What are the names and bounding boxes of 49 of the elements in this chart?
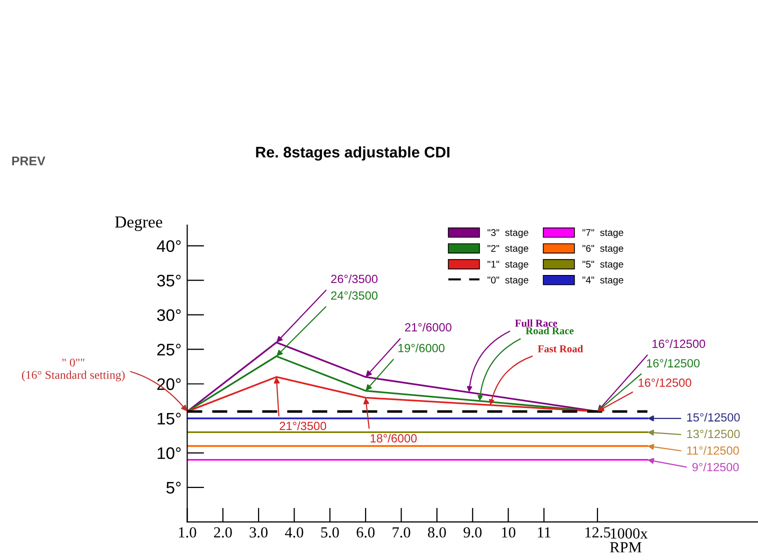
y-tick-label: 10° bbox=[158, 447, 181, 460]
annotation: Fast Road bbox=[538, 344, 583, 352]
y-axis-title: Degree bbox=[115, 216, 162, 232]
annotation: " 0"" (16° Standard setting) bbox=[22, 358, 125, 382]
y-tick-label: 40° bbox=[156, 240, 181, 252]
annotation: Road Race bbox=[526, 326, 574, 334]
legend-label: "3" stage bbox=[488, 229, 528, 238]
x-tick-label: 8.0 bbox=[428, 527, 446, 538]
x-tick-label: 7.0 bbox=[392, 527, 410, 538]
annotation: 19°/6000 bbox=[398, 344, 444, 352]
legend-label: "7" stage bbox=[582, 229, 624, 238]
x-tick-label: 9.0 bbox=[464, 527, 482, 538]
x-tick-label: 1.0 bbox=[179, 527, 196, 538]
annotation: 16°/12500 bbox=[646, 358, 700, 368]
chart-title: Re. 8stages adjustable CDI bbox=[256, 146, 450, 161]
annotation: 21°/3500 bbox=[280, 421, 326, 430]
x-tick-label: 4.0 bbox=[284, 527, 304, 538]
x-tick-label: 5.0 bbox=[321, 527, 339, 538]
annotation: Full Race bbox=[515, 319, 558, 327]
legend-label: "5" stage bbox=[582, 260, 624, 270]
y-tick-label: 15° bbox=[158, 412, 181, 425]
legend-label: "6" stage bbox=[582, 244, 624, 254]
annotation: 15°/12500 bbox=[687, 412, 740, 422]
x-tick-label: 2.0 bbox=[214, 527, 232, 538]
annotation: 16°/12500 bbox=[638, 378, 692, 387]
annotation: 24°/3500 bbox=[331, 291, 378, 300]
legend-label: "4" stage bbox=[582, 276, 624, 286]
annotation: 21°/6000 bbox=[405, 322, 452, 332]
y-tick-label: 20° bbox=[157, 378, 181, 390]
y-tick-label: 35° bbox=[157, 274, 181, 287]
legend-label: "2" stage bbox=[488, 244, 528, 254]
legend-label: "0" stage bbox=[488, 276, 528, 286]
text: PREV bbox=[12, 156, 46, 166]
annotation: 11°/12500 bbox=[687, 446, 739, 455]
y-tick-label: 5° bbox=[166, 482, 181, 494]
annotation: 26°/3500 bbox=[331, 274, 378, 284]
x-tick-label: 10 bbox=[502, 527, 516, 538]
legend-label: "1" stage bbox=[488, 260, 528, 270]
annotation: 13°/12500 bbox=[687, 429, 740, 438]
x-tick-label: 12.5 bbox=[585, 527, 610, 538]
annotation: 9°/12500 bbox=[692, 462, 739, 472]
y-tick-label: 30° bbox=[157, 309, 181, 322]
x-tick-label: 11 bbox=[538, 527, 550, 538]
annotation: 16°/12500 bbox=[652, 339, 706, 348]
x-tick-label: 3.0 bbox=[250, 527, 268, 538]
x-axis-title: 1000x RPM bbox=[610, 528, 648, 552]
annotation: 18°/6000 bbox=[370, 434, 417, 443]
x-tick-label: 6.0 bbox=[356, 527, 375, 538]
y-tick-label: 25° bbox=[157, 344, 181, 356]
